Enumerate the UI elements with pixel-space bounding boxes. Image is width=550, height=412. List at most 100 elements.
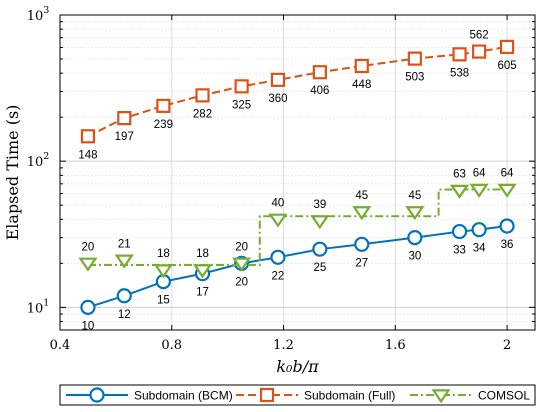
data-label: 64 — [473, 168, 486, 180]
data-label: 20 — [235, 276, 248, 288]
data-label: 503 — [405, 72, 424, 84]
data-label: 64 — [501, 168, 514, 180]
data-point — [234, 79, 249, 94]
legend-label: Subdomain (BCM) — [134, 389, 233, 403]
data-labels: 10 12 15 17 20 22 25 27 30 33 34 36 148 197 239 282 325 3… — [78, 30, 516, 333]
data-point — [195, 88, 210, 103]
data-point — [80, 299, 96, 315]
data-label: 10 — [82, 320, 95, 332]
series-line — [87, 188, 508, 266]
data-label: 538 — [450, 67, 469, 79]
data-point — [452, 47, 467, 62]
data-point — [471, 222, 487, 238]
data-point — [156, 98, 171, 113]
data-label: 197 — [115, 131, 134, 143]
data-label: 39 — [313, 199, 326, 211]
data-label: 34 — [473, 243, 486, 255]
data-point — [117, 111, 132, 126]
data-point — [153, 264, 173, 279]
data-label: 325 — [232, 99, 251, 111]
x-tick-labels: 0.4 0.8 1.2 1.6 2 — [50, 338, 512, 353]
data-label: 21 — [118, 238, 131, 250]
data-point — [270, 249, 286, 265]
x-tick-label: 1.6 — [385, 338, 406, 353]
x-tick-label: 2 — [503, 338, 511, 353]
data-label: 406 — [310, 85, 329, 97]
data-label: 27 — [355, 257, 368, 269]
data-label: 30 — [408, 251, 421, 263]
data-label: 18 — [157, 248, 170, 260]
data-point — [78, 257, 98, 272]
legend-marker — [89, 387, 105, 403]
data-point — [499, 39, 515, 55]
x-tick-label: 0.8 — [161, 338, 182, 353]
data-point — [407, 230, 423, 246]
legend-marker — [259, 387, 275, 403]
data-point — [451, 223, 468, 240]
x-axis-title: k₀b/π — [276, 357, 319, 376]
data-point — [499, 218, 515, 234]
data-label: 282 — [193, 108, 212, 120]
data-label: 36 — [501, 239, 514, 251]
plot-area: 10 12 15 17 20 22 25 27 30 33 34 36 148 197 239 282 325 3… — [59, 14, 536, 333]
data-point — [352, 206, 372, 221]
y-tick-label: 102 — [27, 151, 50, 170]
data-label: 40 — [272, 197, 285, 209]
legend-items: Subdomain (BCM) Subdomain (Full) COMSOL — [66, 387, 530, 404]
legend: Subdomain (BCM) Subdomain (Full) COMSOL — [59, 384, 536, 406]
data-point — [268, 213, 288, 228]
data-label: 605 — [497, 60, 516, 72]
data-label: 22 — [272, 270, 285, 282]
legend-label: Subdomain (Full) — [304, 389, 395, 403]
plot-background — [60, 15, 535, 330]
data-point — [407, 51, 422, 66]
data-point — [310, 215, 330, 230]
data-point — [405, 206, 425, 221]
ticks — [59, 14, 535, 331]
data-label: 25 — [313, 262, 326, 274]
data-label: 562 — [470, 30, 489, 42]
series-subdomain-full — [80, 39, 515, 144]
data-label: 63 — [453, 169, 466, 181]
data-point — [354, 236, 370, 252]
data-point — [312, 65, 327, 80]
data-point — [449, 184, 470, 199]
legend-item: Subdomain (Full) — [236, 387, 395, 403]
data-point — [80, 129, 96, 144]
legend-marker — [431, 389, 451, 404]
data-label: 239 — [154, 119, 173, 131]
y-tick-labels: 101 102 103 — [27, 5, 50, 316]
legend-item: Subdomain (BCM) — [66, 387, 233, 403]
series-layer — [78, 39, 517, 315]
y-axis-title: Elapsed Time (s) — [3, 105, 22, 241]
y-tick-label: 101 — [27, 297, 50, 316]
data-point — [312, 241, 328, 257]
data-label: 45 — [355, 190, 368, 202]
data-label: 148 — [78, 149, 97, 161]
legend-label: COMSOL — [478, 389, 530, 403]
data-point — [116, 288, 132, 304]
plot-frame — [59, 14, 536, 331]
y-tick-label: 103 — [27, 5, 50, 24]
data-label: 20 — [82, 241, 95, 253]
data-point — [232, 257, 252, 272]
data-point — [497, 183, 517, 198]
data-label: 448 — [352, 79, 371, 91]
data-point — [270, 72, 286, 87]
series-comsol — [78, 183, 517, 279]
x-tick-label: 0.4 — [50, 338, 71, 353]
data-label: 360 — [268, 93, 287, 105]
legend-item: COMSOL — [410, 389, 530, 404]
data-label: 15 — [157, 295, 170, 307]
data-label: 18 — [196, 248, 209, 260]
data-label: 20 — [235, 241, 248, 253]
data-point — [114, 254, 134, 269]
data-point — [469, 183, 489, 198]
data-point — [472, 44, 487, 59]
data-label: 45 — [408, 190, 421, 202]
data-point — [192, 264, 213, 279]
x-tick-label: 1.2 — [273, 338, 294, 353]
data-label: 33 — [453, 245, 466, 257]
data-label: 12 — [118, 309, 131, 321]
